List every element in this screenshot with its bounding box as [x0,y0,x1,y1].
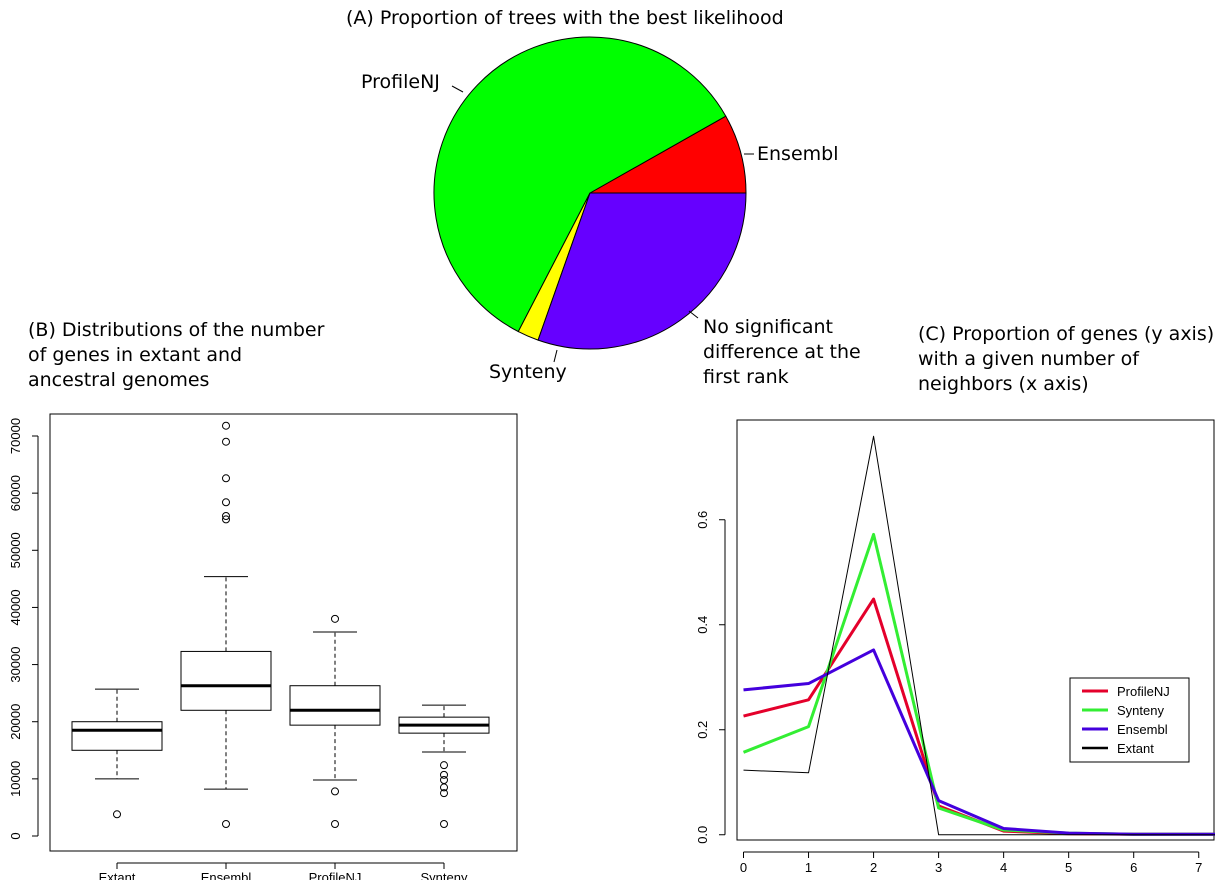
boxplot-outlier-ensembl [222,498,230,507]
boxplot-outlier-extant [113,810,121,819]
line-chart-y-tick-label: 0.4 [695,616,710,634]
line-chart-y-tick-label: 0.0 [695,826,710,844]
boxplot-y-tick-label: 50000 [8,532,23,568]
boxplot-outlier-profilenj [331,787,339,796]
legend-label-ensembl: Ensembl [1117,722,1168,737]
line-chart-x-tick-label: 0 [740,860,747,875]
legend-label-profilenj: ProfileNJ [1117,684,1170,699]
boxplot-outlier-synteny [440,789,448,798]
boxplot-outlier-ensembl [222,421,230,430]
boxplot-outlier-profilenj [331,820,339,828]
boxplot-y-tick-label: 60000 [8,475,23,511]
boxplot-outlier-synteny [440,820,448,828]
boxplot: 0 10000 20000 30000 40000 50000 60000 70000 Exta… [8,413,518,880]
boxplot-x-tick-label: Synteny [421,870,468,880]
boxplot-y-tick-label: 40000 [8,589,23,625]
pie-leader-profilenj [451,85,464,93]
line-chart-x-tick-label: 2 [870,860,877,875]
boxplot-outlier-ensembl [222,512,230,520]
boxplot-outlier-profilenj [331,614,339,623]
line-series-extant [743,435,1215,836]
boxplot-x-tick-label: Ensembl [201,870,252,880]
boxplot-outlier-synteny [440,761,448,770]
boxplot-box-extant [71,721,163,751]
pie-leader-synteny [553,349,558,363]
pie-label-synteny: Synteny [489,361,567,383]
boxplot-y-tick-label: 30000 [8,646,23,682]
boxplot-y-tick-label: 10000 [8,761,23,797]
legend-label-synteny: Synteny [1117,703,1164,718]
boxplot-outlier-ensembl [222,515,230,524]
boxplot-box-ensembl [180,650,272,711]
boxplot-outlier-ensembl [222,474,230,483]
line-chart-y-tick-label: 0.6 [695,511,710,529]
line-series-ensembl [743,648,1215,836]
boxplot-frame [49,413,518,852]
pie-leader-nosig [688,310,699,319]
line-chart-x-tick-label: 5 [1065,860,1072,875]
boxplot-box-profilenj [289,685,381,726]
pie-slice-no-significant-difference-at-the-first-rank [537,192,747,350]
boxplot-y-tick-label: 20000 [8,704,23,740]
line-chart-title: (C) Proportion of genes (y axis) with a … [918,323,1215,395]
line-chart-y-tick-label: 0.2 [695,721,710,739]
boxplot-outlier-synteny [440,776,448,784]
pie-chart-title: (A) Proportion of trees with the best li… [346,7,784,29]
boxplot-outlier-ensembl [222,820,230,828]
line-chart: 0.0 0.2 0.4 0.6 0 1 2 3 4 5 6 7 ProfileNJ Synteny Ense… [695,419,1215,875]
pie-label-ensembl: Ensembl [757,143,839,165]
pie-slice-profilenj [433,36,727,333]
pie-label-profilenj: ProfileNJ [361,71,440,93]
boxplot-x-tick-label: ProfileNJ [309,870,362,880]
line-chart-x-tick-label: 1 [805,860,812,875]
line-chart-x-tick-label: 6 [1130,860,1137,875]
pie-chart [433,36,754,363]
line-chart-x-tick-label: 7 [1195,860,1202,875]
boxplot-title: (B) Distributions of the number of genes… [28,319,325,391]
line-chart-x-tick-label: 3 [935,860,942,875]
boxplot-y-tick-label: 0 [8,832,23,839]
boxplot-y-tick-label: 70000 [8,418,23,454]
boxplot-x-tick-label: Extant [99,870,136,880]
line-chart-frame [736,419,1215,841]
pie-label-no-significant: No significant difference at the first r… [703,316,861,388]
line-chart-x-tick-label: 4 [1000,860,1007,875]
boxplot-outlier-synteny [440,770,448,779]
boxplot-outlier-ensembl [222,437,230,446]
legend-label-extant: Extant [1117,741,1154,756]
